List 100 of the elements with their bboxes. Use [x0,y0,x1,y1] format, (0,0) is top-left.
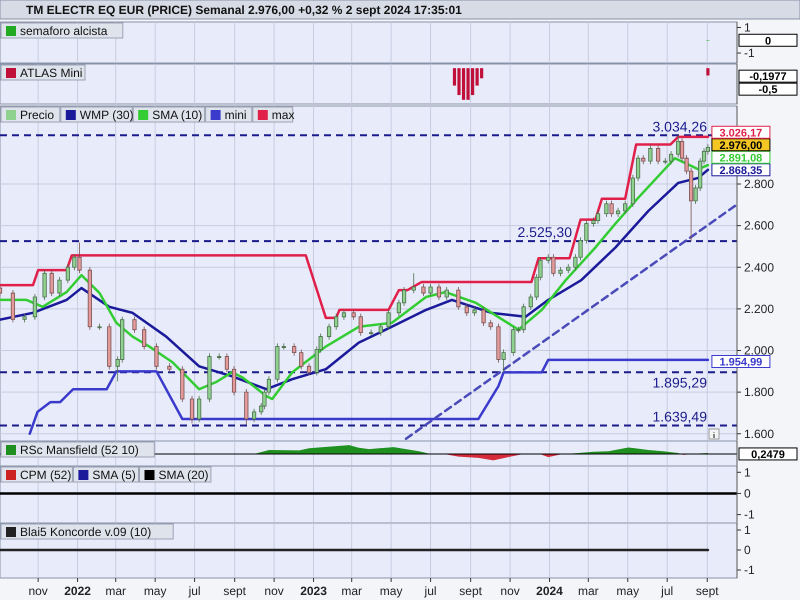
candlestick [352,309,356,320]
candlestick [584,220,588,244]
candlestick [428,284,433,297]
legend-label: CPM (52) [20,468,72,482]
y-tick-label: 1 [744,465,751,480]
candlestick [378,323,383,336]
ref-line-label: 3.034,26 [652,118,708,134]
x-tick-label: nov [500,584,520,598]
candlestick [604,200,609,218]
x-tick-label: nov [264,584,284,598]
legend-label: Precio [20,108,54,122]
candlestick [358,313,363,336]
candlestick [10,290,16,323]
candlestick [50,270,54,297]
x-tick-label: mar [578,584,599,598]
candlestick [676,134,680,158]
candlestick [275,343,280,383]
candlestick [456,286,460,310]
x-tick-label: sept [459,584,483,598]
data-label: 2.891,08 [719,152,762,164]
x-tick-label: jul [424,584,437,598]
candlestick [444,286,449,301]
candlestick [496,323,501,363]
x-tick-label: sept [696,584,720,598]
candlestick [282,343,286,350]
candlestick [412,272,416,294]
candlestick [167,362,172,373]
x-tick-label: may [380,584,402,598]
chart-title: TM ELECTR EQ EUR (PRICE) Semanal 2.976,00 +0,32 % 2 sept 2024 17:35:01 [26,3,462,17]
y-tick-label: 1.600 [744,426,774,441]
candlestick [232,366,236,396]
y-tick-label: -1 [744,46,755,60]
y-tick-label: 2.800 [744,177,774,192]
legend-label: SMA (10) [152,108,202,122]
legend-label: ATLAS Mini [20,66,82,80]
ref-line-label: 1.895,29 [652,374,708,390]
x-tick-label: nov [28,584,48,598]
legend-label: Blai5 Koncorde v.09 (10) [20,525,152,539]
candlestick [132,316,137,334]
candlestick [464,303,469,316]
legend-label: SMA (5) [92,468,136,482]
x-tick-label: jul [660,584,674,598]
candlestick [57,276,62,297]
y-tick-label: 0 [744,486,751,500]
candlestick [616,207,620,218]
candlestick [386,309,391,330]
legend-label: RSc Mansfield (52 10) [20,443,139,457]
data-label: 3.026,17 [719,127,762,140]
y-tick-label: 2.200 [744,302,774,316]
x-tick-label: 2023 [300,584,328,598]
candlestick [244,388,248,425]
candlestick [656,144,660,165]
y-tick-label: 2.000 [744,344,774,358]
candlestick [88,266,92,330]
candlestick [421,284,426,297]
y-tick-label: 1 [744,523,751,537]
candlestick [334,313,338,330]
candlestick [77,242,82,274]
candlestick [502,349,506,373]
candlestick [72,254,76,271]
candlestick [306,362,312,376]
candlestick [32,293,38,320]
line-series [0,136,710,320]
candlestick [481,306,486,326]
x-tick-label: 2024 [536,584,564,598]
legend-label: semaforo alcista [20,24,108,38]
y-tick-label: 1.800 [744,385,774,400]
candlestick [472,306,477,316]
line-series [28,358,710,436]
data-label: 2.868,35 [719,164,762,177]
candlestick [551,254,556,277]
candlestick [641,154,646,165]
text: 0,2479 [751,448,785,461]
candlestick [22,313,27,323]
candlestick [97,323,102,330]
legend-label: mini [224,108,247,122]
candlestick [180,366,184,403]
text: -0,1977 [749,71,787,84]
legend-label: max [272,108,294,122]
candlestick [648,144,652,165]
x-tick-label: sept [223,584,247,598]
x-tick-label: may [144,584,166,598]
candlestick [42,270,47,301]
y-tick-label: 2.600 [744,218,774,233]
candlestick [488,319,493,330]
candlestick [190,395,194,424]
candlestick [596,210,600,224]
x-tick-label: mar [105,584,126,598]
y-tick-label: -1 [744,563,755,577]
candlestick [436,284,442,301]
text: -0,5 [758,84,778,96]
candlestick [609,200,614,218]
candlestick [299,349,304,370]
candlestick [154,343,159,370]
legend-label: SMA (20) [158,468,209,482]
candlestick [368,329,374,336]
data-label: 1.954,99 [719,356,762,369]
annotation: 2.976,00 [719,140,762,152]
x-tick-label: 2022 [64,584,92,598]
y-tick-label: 0 [744,543,751,557]
